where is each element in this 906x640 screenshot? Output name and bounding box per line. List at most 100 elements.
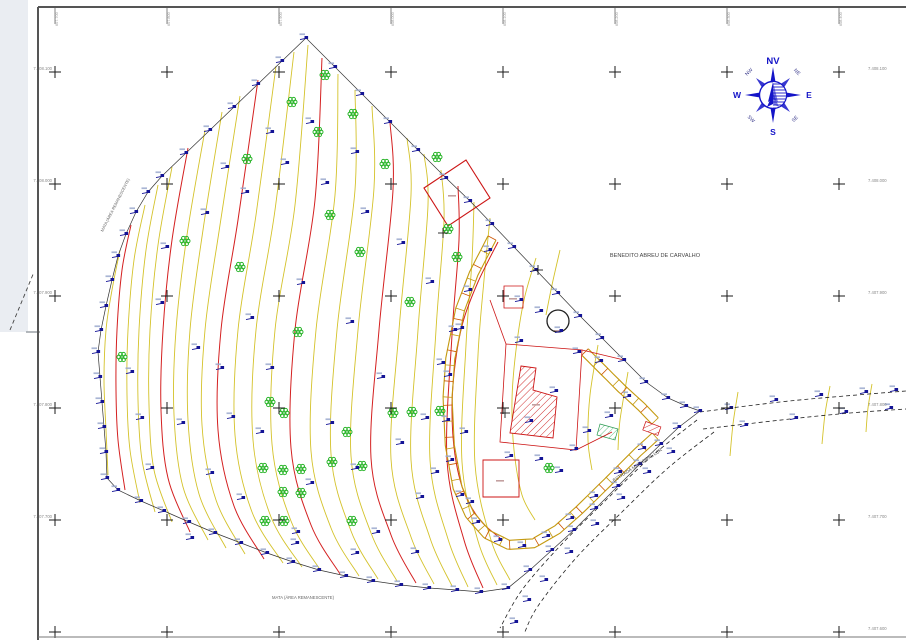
survey-point	[465, 497, 475, 505]
grid-cross	[49, 626, 61, 638]
edge-label-left: 7.407.700	[33, 514, 52, 519]
ladder-rung	[620, 387, 628, 395]
grid-cross	[497, 178, 509, 190]
survey-point	[436, 358, 446, 366]
edge-label-top: 608.100	[503, 12, 507, 26]
survey-point	[884, 403, 894, 411]
compass-south-label: S	[770, 127, 776, 137]
survey-point	[589, 503, 599, 511]
survey-point	[200, 208, 210, 216]
survey-point	[94, 325, 104, 333]
survey-point	[523, 565, 533, 573]
survey-point	[595, 333, 605, 341]
survey-point	[604, 411, 614, 419]
contour-line	[821, 385, 831, 445]
grid-cross	[497, 514, 509, 526]
grid-cross	[609, 66, 621, 78]
survey-point	[474, 587, 484, 595]
fence-line	[489, 299, 507, 345]
survey-point	[394, 580, 404, 588]
edge-label-top: 607.900	[279, 12, 283, 26]
survey-point	[425, 277, 435, 285]
survey-point	[208, 528, 218, 536]
ladder-rung	[592, 359, 600, 367]
grid-cross	[49, 66, 61, 78]
survey-point	[350, 548, 360, 556]
building-hatched	[509, 365, 558, 439]
ladder-rung	[455, 490, 465, 495]
survey-point	[99, 447, 109, 455]
survey-point	[155, 171, 165, 179]
edge-label-top: 607.800	[167, 12, 171, 26]
ladder-rung	[534, 537, 540, 546]
survey-point	[105, 275, 115, 283]
survey-point	[396, 238, 406, 246]
tree-icon	[543, 462, 555, 474]
survey-point	[485, 219, 495, 227]
survey-point	[97, 422, 107, 430]
contour-line	[103, 249, 121, 476]
grid-cross	[833, 178, 845, 190]
ladder-rung	[557, 522, 565, 530]
ladder-rung	[480, 249, 489, 255]
survey-point	[889, 385, 899, 393]
grid-cross	[161, 514, 173, 526]
survey-point	[91, 347, 101, 355]
grid-cross	[721, 626, 733, 638]
ladder-rung	[575, 506, 583, 514]
survey-point	[679, 401, 689, 409]
grid-cross	[833, 626, 845, 638]
survey-point	[275, 56, 285, 64]
survey-point	[226, 412, 236, 420]
survey-point	[564, 547, 574, 555]
grid-cross	[273, 178, 285, 190]
survey-point	[182, 517, 192, 525]
survey-point	[312, 565, 322, 573]
edge-label-right: 7.408.100	[868, 66, 887, 71]
survey-point	[517, 541, 527, 549]
survey-point	[539, 575, 549, 583]
survey-point	[534, 306, 544, 314]
survey-point	[529, 265, 539, 273]
survey-point	[234, 538, 244, 546]
contour-line	[160, 147, 191, 533]
edge-label-top: 608.200	[615, 12, 619, 26]
grid-cross	[833, 66, 845, 78]
survey-point	[350, 463, 360, 471]
tree-icon	[404, 296, 416, 308]
survey-point	[554, 466, 564, 474]
survey-point	[545, 545, 555, 553]
shed-outline	[482, 459, 520, 498]
ladder-rung	[453, 318, 463, 321]
ladder-rung	[598, 484, 606, 492]
survey-point	[617, 355, 627, 363]
survey-point	[245, 313, 255, 321]
survey-point	[622, 391, 632, 399]
station-cross	[438, 228, 448, 238]
micro-label-smudge	[532, 404, 540, 406]
survey-point	[739, 420, 749, 428]
compass-rose: NV S W E NW NE SW SE	[733, 56, 812, 137]
survey-point	[185, 533, 195, 541]
contour-line	[865, 383, 873, 433]
survey-point	[119, 229, 129, 237]
grid-cross	[273, 626, 285, 638]
grid-cross	[609, 626, 621, 638]
grid-cross	[721, 290, 733, 302]
survey-point	[286, 557, 296, 565]
survey-point	[463, 285, 473, 293]
survey-point	[255, 427, 265, 435]
ladder-rail	[581, 354, 653, 425]
buildings-layer	[423, 159, 662, 498]
ladder-rung	[445, 364, 455, 366]
contour-line	[511, 257, 537, 521]
survey-point	[360, 207, 370, 215]
ladder-rung	[581, 348, 589, 356]
survey-point	[383, 117, 393, 125]
survey-point	[471, 517, 481, 525]
survey-point	[203, 125, 213, 133]
survey-point	[350, 147, 360, 155]
micro-label-smudge	[496, 480, 504, 482]
